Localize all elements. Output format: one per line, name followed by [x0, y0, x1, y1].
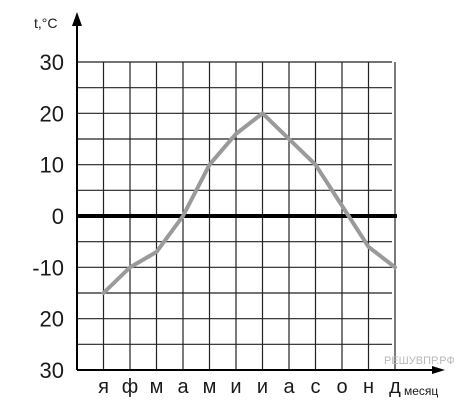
x-axis-arrow [432, 366, 445, 374]
y-tick-label: 30 [40, 358, 64, 383]
y-tick-label: 20 [40, 101, 64, 126]
y-tick-label: 30 [40, 50, 64, 75]
watermark: РЕШУВПР.РФ [384, 355, 454, 367]
x-tick-label: м [203, 376, 217, 398]
x-tick-label: и [257, 376, 268, 398]
y-tick-label: 0 [52, 204, 64, 229]
x-axis-label: месяц [404, 384, 438, 398]
temperature-line [101, 111, 397, 295]
x-tick-label: я [98, 376, 109, 398]
x-tick-label: н [363, 376, 374, 398]
x-tick-label: ф [122, 376, 138, 398]
x-tick-label: д [389, 376, 401, 398]
x-tick-label: м [150, 376, 164, 398]
x-tick-label: о [336, 376, 347, 398]
x-tick-label: а [177, 376, 189, 398]
y-axis-arrow [72, 12, 82, 26]
x-tick-label: с [311, 376, 321, 398]
y-tick-label: 20 [40, 307, 64, 332]
x-tick-label: а [283, 376, 295, 398]
y-axis-label: t,°C [34, 15, 58, 31]
y-tick-labels: 30 20 10 0 -10 20 30 [32, 50, 64, 383]
y-tick-label: 10 [40, 153, 64, 178]
x-tick-label: и [230, 376, 241, 398]
y-tick-label: -10 [32, 255, 64, 280]
